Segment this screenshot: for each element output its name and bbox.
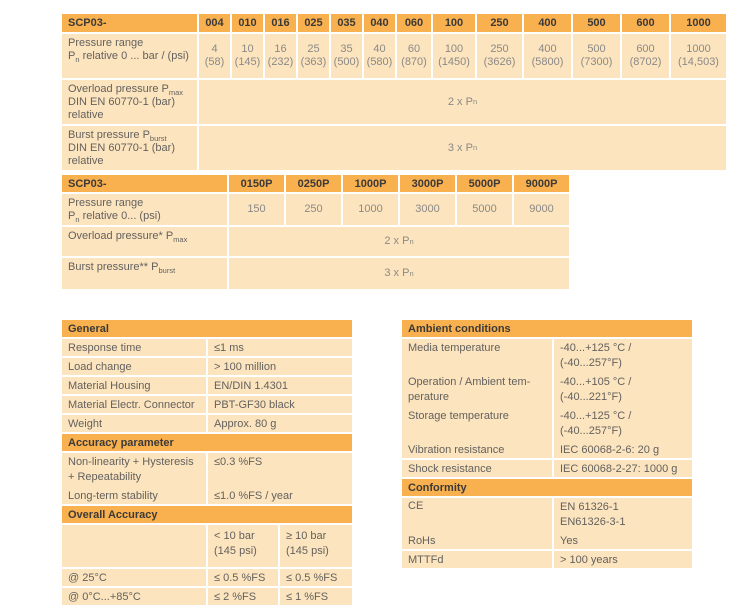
spec-label: Storage temperature xyxy=(402,407,552,441)
spec-value: > 100 million xyxy=(208,358,352,375)
spec-value: ≤1 ms xyxy=(208,339,352,356)
table-title: SCP03- xyxy=(62,175,227,192)
ambient-spec-table: Ambient conditions Media temperature -40… xyxy=(402,320,692,568)
column-header: 100 xyxy=(433,14,475,32)
row-label-pressure-range: Pressure range Pn relative 0 ... bar / (p… xyxy=(62,34,197,78)
section-header-general: General xyxy=(62,320,352,337)
section-header-conformity: Conformity xyxy=(402,479,692,496)
pressure-value-cell: 600 (8702) xyxy=(622,34,669,78)
column-header: 250 xyxy=(477,14,522,32)
column-header: 400 xyxy=(524,14,571,32)
table-title: SCP03- xyxy=(62,14,197,32)
spec-label: Material Electr. Connector xyxy=(62,396,206,413)
spec-label: Media temperature xyxy=(402,339,552,373)
column-header: 5000P xyxy=(457,175,512,192)
spec-label: Shock resistance xyxy=(402,460,552,477)
column-header: 0150P xyxy=(229,175,284,192)
spec-value: Approx. 80 g xyxy=(208,415,352,432)
section-header-ambient-conditions: Ambient conditions xyxy=(402,320,692,337)
spec-label: @ 25°C xyxy=(62,569,206,586)
spec-label: Response time xyxy=(62,339,206,356)
column-header: 025 xyxy=(298,14,329,32)
pressure-value-cell: 9000 xyxy=(514,194,569,225)
column-header: 9000P xyxy=(514,175,569,192)
pressure-value-cell: 250 (3626) xyxy=(477,34,522,78)
spec-value: PBT-GF30 black xyxy=(208,396,352,413)
pressure-value-cell: 60 (870) xyxy=(397,34,431,78)
spec-label: @ 0°C...+85°C xyxy=(62,588,206,605)
pressure-value-cell: 3000 xyxy=(400,194,455,225)
pressure-value-cell: 100 (1450) xyxy=(433,34,475,78)
spec-value: -40...+125 °C / (-40...257°F) xyxy=(554,407,692,441)
pressure-value-cell: 1000 (14,503) xyxy=(671,34,726,78)
spec-label: CE xyxy=(402,498,552,532)
column-header: 1000P xyxy=(343,175,398,192)
pressure-table-bar: SCP03- 004 010 016 025 035 040 060 100 2… xyxy=(62,14,726,170)
column-header: 500 xyxy=(573,14,620,32)
general-spec-table: General Response time ≤1 ms Load change … xyxy=(62,320,352,605)
column-header: 040 xyxy=(364,14,395,32)
spec-label: MTTFd xyxy=(402,551,552,568)
pressure-value-cell: 4 (58) xyxy=(199,34,230,78)
spec-value: ≤ 0.5 %FS xyxy=(208,569,278,586)
spec-value: -40...+105 °C / (-40...221°F) xyxy=(554,373,692,407)
row-label-pressure-range: Pressure range Pn relative 0... (psi) xyxy=(62,194,227,225)
column-header: 600 xyxy=(622,14,669,32)
row-label-burst-pressure: Burst pressure Pburst DIN EN 60770-1 (bar… xyxy=(62,126,197,170)
column-header: 004 xyxy=(199,14,230,32)
column-header: 0250P xyxy=(286,175,341,192)
row-label-overload-pressure: Overload pressure* Pmax xyxy=(62,227,227,256)
spec-label: Operation / Ambient tem- perature xyxy=(402,373,552,407)
pressure-value-cell: 500 (7300) xyxy=(573,34,620,78)
pressure-value-cell: 400 (5800) xyxy=(524,34,571,78)
spec-label: Material Housing xyxy=(62,377,206,394)
spec-value: ≤ 1 %FS xyxy=(280,588,352,605)
column-header: 060 xyxy=(397,14,431,32)
overall-col-header-lt10bar: < 10 bar (145 psi) xyxy=(208,525,278,567)
column-header: 3000P xyxy=(400,175,455,192)
spec-value: -40...+125 °C / (-40...257°F) xyxy=(554,339,692,373)
column-header: 035 xyxy=(331,14,362,32)
spec-label: RoHs xyxy=(402,532,552,549)
spec-label: Weight xyxy=(62,415,206,432)
pressure-value-cell: 150 xyxy=(229,194,284,225)
pressure-value-cell: 35 (500) xyxy=(331,34,362,78)
spec-value: ≤ 0.5 %FS xyxy=(280,569,352,586)
pressure-value-cell: 40 (580) xyxy=(364,34,395,78)
column-header: 016 xyxy=(265,14,296,32)
row-label-overload-pressure: Overload pressure Pmax DIN EN 60770-1 (ba… xyxy=(62,80,197,124)
spec-value: ≤1.0 %FS / year xyxy=(208,487,352,504)
column-header: 010 xyxy=(232,14,263,32)
column-header: 1000 xyxy=(671,14,726,32)
spec-label: Load change xyxy=(62,358,206,375)
pressure-value-cell: 10 (145) xyxy=(232,34,263,78)
spec-value: EN/DIN 1.4301 xyxy=(208,377,352,394)
spec-label: Long-term stability xyxy=(62,487,206,504)
section-header-accuracy-parameter: Accuracy parameter xyxy=(62,434,352,451)
pressure-value-cell: 1000 xyxy=(343,194,398,225)
spec-value: IEC 60068-2-6: 20 g xyxy=(554,441,692,458)
spec-value: > 100 years xyxy=(554,551,692,568)
spec-value: Yes xyxy=(554,532,692,549)
pressure-value-cell: 5000 xyxy=(457,194,512,225)
spec-value: ≤ 2 %FS xyxy=(208,588,278,605)
spec-label: Non-linearity + Hysteresis + Repeatabili… xyxy=(62,453,206,487)
row-label-burst-pressure: Burst pressure** Pburst xyxy=(62,258,227,289)
spec-value: EN 61326-1 EN61326-3-1 xyxy=(554,498,692,532)
spec-value: ≤0.3 %FS xyxy=(208,453,352,487)
pressure-value-cell: 250 xyxy=(286,194,341,225)
pressure-value-cell: 16 (232) xyxy=(265,34,296,78)
spec-value: IEC 60068-2-27: 1000 g xyxy=(554,460,692,477)
overall-col-header-gte10bar: ≥ 10 bar (145 psi) xyxy=(280,525,352,567)
section-header-overall-accuracy: Overall Accuracy xyxy=(62,506,352,523)
pressure-table-psi: SCP03- 0150P 0250P 1000P 3000P 5000P 900… xyxy=(62,175,569,289)
spec-label-empty xyxy=(62,525,206,567)
pressure-value-cell: 25 (363) xyxy=(298,34,329,78)
spec-label: Vibration resistance xyxy=(402,441,552,458)
